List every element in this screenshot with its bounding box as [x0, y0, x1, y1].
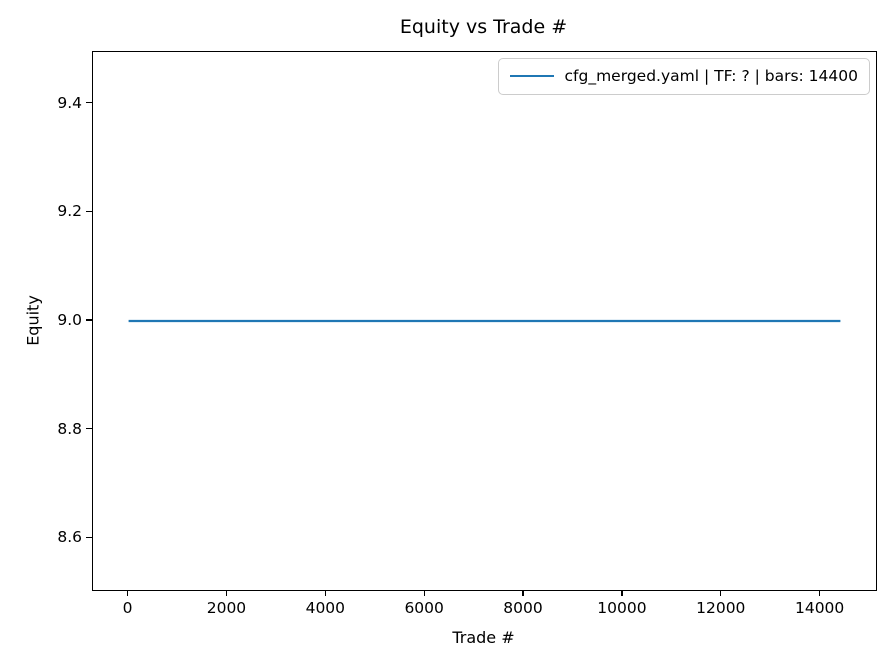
x-tick-label: 4000	[305, 599, 346, 617]
y-tick-mark	[86, 536, 92, 539]
plot-area: cfg_merged.yaml | TF: ? | bars: 14400	[92, 51, 877, 591]
x-tick-label: 0	[122, 599, 133, 617]
chart-title: Equity vs Trade #	[399, 16, 568, 38]
x-tick-label: 6000	[404, 599, 444, 617]
x-tick-mark	[423, 590, 425, 597]
legend-line-swatch	[509, 75, 554, 78]
x-tick-label: 2000	[206, 599, 247, 617]
legend: cfg_merged.yaml | TF: ? | bars: 14400	[497, 58, 870, 95]
data-line-svg	[128, 319, 841, 323]
y-tick-label: 9.4	[57, 93, 82, 112]
x-tick-label: 12000	[696, 599, 746, 617]
x-tick-label: 14000	[794, 599, 845, 617]
y-tick-label: 8.6	[57, 528, 82, 547]
x-tick-mark	[720, 590, 722, 597]
x-tick-mark	[522, 590, 524, 597]
x-tick-label: 10000	[597, 599, 647, 617]
y-tick-label: 8.8	[57, 419, 82, 438]
y-tick-label: 9.0	[57, 311, 82, 329]
legend-label: cfg_merged.yaml | TF: ? | bars: 14400	[564, 67, 858, 85]
x-tick-mark	[818, 590, 821, 597]
y-tick-mark	[86, 319, 92, 321]
x-tick-label: 8000	[503, 599, 543, 617]
y-tick-mark	[86, 428, 92, 430]
y-axis-label: Equity	[23, 295, 43, 346]
x-tick-mark	[225, 590, 228, 597]
x-tick-mark	[324, 590, 326, 597]
y-tick-mark	[86, 101, 92, 104]
x-axis-label: Trade #	[452, 628, 515, 647]
y-tick-mark	[86, 210, 92, 212]
x-tick-mark	[621, 590, 623, 597]
y-tick-label: 9.2	[57, 202, 82, 221]
x-tick-mark	[126, 590, 129, 597]
